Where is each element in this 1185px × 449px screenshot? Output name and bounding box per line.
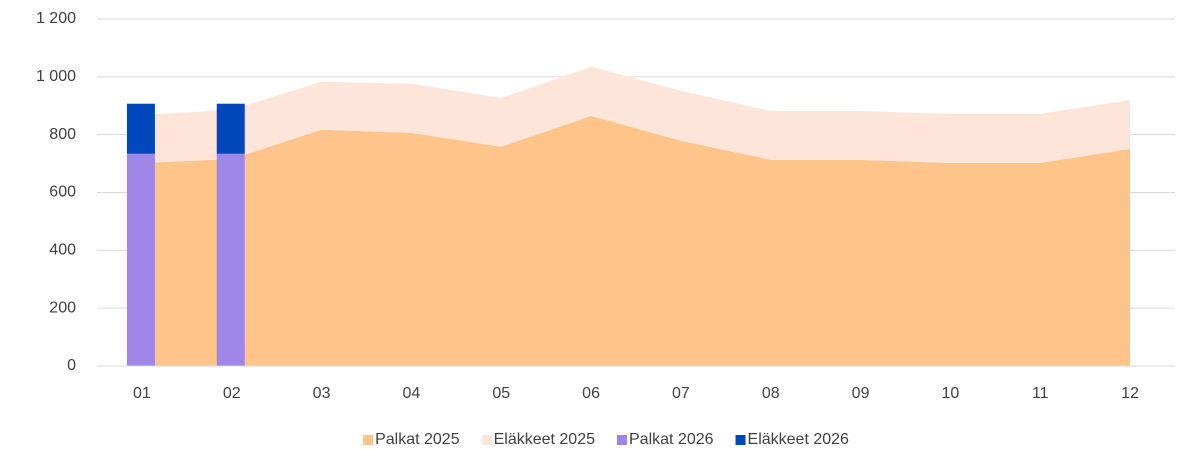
legend-label: Eläkkeet 2026 <box>748 431 850 448</box>
legend-swatch <box>617 435 627 445</box>
x-tick-label: 07 <box>672 385 690 402</box>
x-tick-label: 11 <box>1032 385 1049 402</box>
bar <box>126 153 155 366</box>
bar <box>126 103 155 154</box>
y-tick-label: 800 <box>49 126 76 143</box>
y-tick-label: 1 200 <box>36 10 76 27</box>
x-tick-label: 12 <box>1121 385 1139 402</box>
bar <box>216 153 245 366</box>
y-tick-label: 400 <box>49 242 76 259</box>
bar <box>216 103 245 154</box>
y-tick-label: 0 <box>67 357 76 374</box>
legend-swatch <box>363 435 374 445</box>
x-tick-label: 03 <box>313 385 331 402</box>
legend-item: Eläkkeet 2026 <box>735 431 850 448</box>
x-tick-label: 09 <box>852 385 870 402</box>
x-tick-label: 05 <box>492 385 510 402</box>
x-tick-label: 10 <box>942 385 960 402</box>
legend-label: Palkat 2026 <box>629 431 714 448</box>
x-tick-label: 04 <box>403 385 421 402</box>
x-tick-label: 02 <box>223 385 241 402</box>
x-tick-label: 06 <box>582 385 600 402</box>
x-tick-label: 01 <box>133 385 151 402</box>
legend-item: Palkat 2026 <box>617 431 714 448</box>
y-tick-label: 200 <box>49 299 76 316</box>
legend-item: Palkat 2025 <box>363 431 460 448</box>
area <box>141 66 1131 164</box>
area <box>141 115 1131 366</box>
legend-swatch <box>481 435 492 445</box>
y-tick-label: 600 <box>49 184 76 201</box>
legend-swatch <box>735 435 746 445</box>
legend-item: Eläkkeet 2025 <box>481 431 596 448</box>
y-tick-label: 1 000 <box>36 68 76 85</box>
x-tick-label: 08 <box>762 385 780 402</box>
legend-label: Palkat 2025 <box>375 431 460 448</box>
legend-label: Eläkkeet 2025 <box>494 431 596 448</box>
